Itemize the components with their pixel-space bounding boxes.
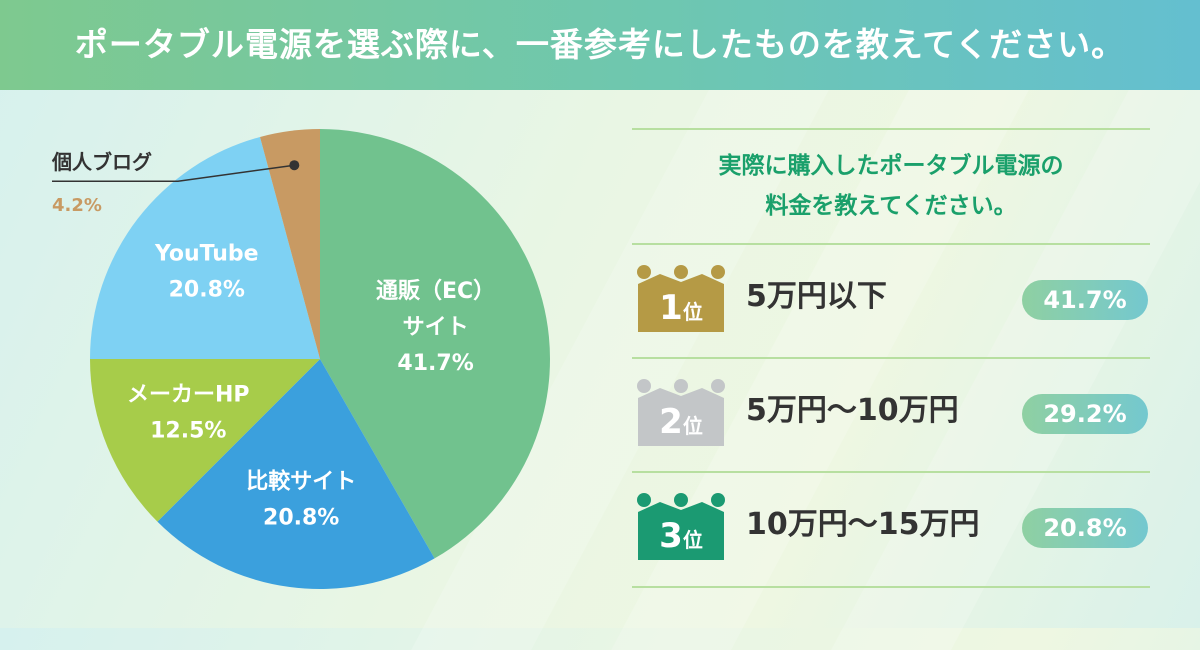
rank-number: 1 xyxy=(659,288,683,328)
crown-icon xyxy=(637,493,725,560)
pie-chart: 通販（EC） サイト 41.7% 比較サイト 20.8% メーカーHP 12.5% YouTu… xyxy=(51,129,551,589)
pie-slice-youtube xyxy=(90,136,320,359)
rank-percentage: 29.2% xyxy=(1022,394,1148,434)
slice-value-label: 20.8% xyxy=(263,505,339,530)
ranking-title-line: 実際に購入したポータブル電源の xyxy=(718,153,1064,179)
rank-badge: 2位 xyxy=(636,398,726,446)
rank-label: 5万円～10万円 xyxy=(746,393,959,428)
slice-category-label: 通販（EC） xyxy=(376,279,495,304)
rank-row-2: 2位 5万円～10万円 29.2% xyxy=(632,360,1150,456)
ranking-title: 実際に購入したポータブル電源の 料金を教えてください。 xyxy=(632,146,1150,226)
rank-percentage: 20.8% xyxy=(1022,508,1148,548)
rank-suffix: 位 xyxy=(682,300,703,324)
pie-slice-maker-hp xyxy=(90,359,320,522)
rank-row-1: 1位 5万円以下 41.7% xyxy=(632,246,1150,342)
pie-slice-personal-blog xyxy=(260,129,320,359)
slice-category-label: 個人ブログ xyxy=(51,150,152,174)
divider xyxy=(632,357,1150,359)
rank-percentage: 41.7% xyxy=(1022,280,1148,320)
crown-icon xyxy=(637,379,725,446)
callout-line xyxy=(52,164,295,182)
rank-row-3: 3位 10万円～15万円 20.8% xyxy=(632,474,1150,570)
rank-label: 5万円以下 xyxy=(746,279,887,314)
slice-category-label: YouTube xyxy=(154,241,259,266)
rank-number: 3 xyxy=(659,516,683,556)
rank-badge: 3位 xyxy=(636,512,726,560)
pie-slice-comparison-site xyxy=(157,359,435,589)
slice-value-label: 20.8% xyxy=(169,277,245,302)
slice-value-label: 12.5% xyxy=(150,419,226,444)
slice-value-label: 4.2% xyxy=(52,195,102,216)
divider xyxy=(632,128,1150,130)
divider xyxy=(632,243,1150,245)
crown-icon xyxy=(637,265,725,332)
pie-slice-ec-site xyxy=(320,129,551,559)
ranking-title-line: 料金を教えてください。 xyxy=(765,193,1017,219)
rank-badge: 1位 xyxy=(636,284,726,332)
rank-suffix: 位 xyxy=(682,414,703,438)
rank-number: 2 xyxy=(659,402,683,442)
slice-category-label: サイト xyxy=(403,315,469,340)
divider xyxy=(632,586,1150,588)
header-banner: ポータブル電源を選ぶ際に、一番参考にしたものを教えてください。 xyxy=(0,0,1200,90)
slice-category-label: 比較サイト xyxy=(246,468,356,494)
rank-label: 10万円～15万円 xyxy=(746,507,980,542)
rank-suffix: 位 xyxy=(682,528,703,552)
slice-value-label: 41.7% xyxy=(397,351,473,376)
divider xyxy=(632,471,1150,473)
page-title: ポータブル電源を選ぶ際に、一番参考にしたものを教えてください。 xyxy=(74,25,1126,64)
slice-category-label: メーカーHP xyxy=(127,383,250,408)
